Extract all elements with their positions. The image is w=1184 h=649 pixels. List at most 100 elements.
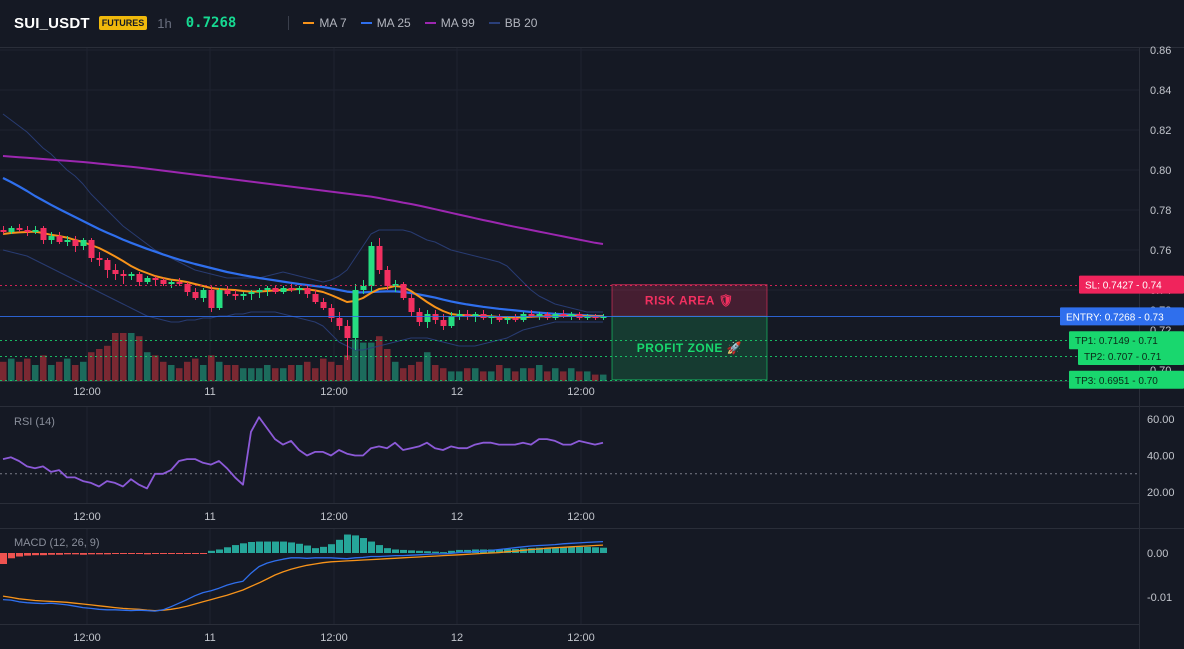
volume-bar (408, 365, 415, 381)
macd-hist-bar (576, 546, 583, 553)
macd-hist-bar (408, 550, 415, 553)
symbol-name[interactable]: SUI_USDT (14, 14, 90, 32)
volume-bar (136, 336, 143, 381)
macd-hist-bar (560, 547, 567, 553)
volume-bar (256, 368, 263, 381)
macd-hist-bar (8, 553, 15, 559)
legend-bb20[interactable]: BB 20 (488, 16, 537, 30)
time-tick-label: 12:00 (320, 511, 348, 523)
time-tick-label: 12:00 (73, 632, 101, 644)
volume-bar (328, 361, 335, 381)
rsi-pane[interactable]: 60.00 40.00 20.00 (0, 414, 1175, 499)
macd-hist-bar (552, 547, 559, 553)
bb20-swatch-icon (488, 22, 500, 24)
volume-bar (168, 365, 175, 381)
time-tick-label: 12:00 (320, 632, 348, 644)
volume-bar (312, 368, 319, 381)
candle-body (312, 294, 319, 302)
macd-hist-bar (456, 549, 463, 553)
macd-hist-bar (88, 553, 95, 555)
macd-hist-bar (136, 553, 143, 554)
time-tick-label: 11 (204, 632, 215, 644)
macd-hist-bar (360, 538, 367, 553)
volume-bar (400, 368, 407, 381)
ma7-line (2, 230, 603, 319)
candle-body (224, 290, 231, 294)
chart-header: SUI_USDT FUTURES 1h 0.7268 MA 7 MA 25 MA… (0, 0, 1184, 46)
macd-hist-bar (304, 545, 311, 553)
legend-ma99-label: MA 99 (440, 16, 475, 30)
candle-body (328, 308, 335, 318)
macd-title[interactable]: MACD (12, 26, 9) (14, 537, 100, 549)
macd-hist-bar (248, 542, 255, 553)
macd-pane[interactable]: 0.00 -0.01 (0, 534, 1172, 612)
trade-zones: RISK AREA 🛡 PROFIT ZONE 🚀 (611, 284, 768, 381)
volume-bar (80, 361, 87, 381)
volume-bar (536, 365, 543, 381)
trade-levels (0, 285, 1139, 381)
volume-bar (304, 361, 311, 381)
price-tick-label: 0.78 (1150, 205, 1171, 217)
futures-badge: FUTURES (98, 16, 148, 30)
profit-zone-label: PROFIT ZONE 🚀 (637, 341, 742, 355)
time-tick-label: 12:00 (73, 386, 101, 398)
candle-body (288, 288, 295, 290)
macd-hist-bar (152, 553, 159, 554)
volume-bar (336, 365, 343, 381)
candle-body (80, 240, 87, 246)
candle-body (376, 246, 383, 270)
volume-bar (288, 365, 295, 381)
macd-tick-label: -0.01 (1147, 592, 1172, 604)
tp1-label-bg (1069, 331, 1184, 350)
macd-hist-bar (584, 546, 591, 553)
macd-hist-bar (312, 548, 319, 553)
macd-hist-bar (200, 553, 207, 554)
legend-ma7[interactable]: MA 7 (303, 16, 347, 30)
macd-hist-bar (208, 550, 215, 553)
macd-hist-bar (184, 553, 191, 554)
volume-bar (520, 368, 527, 381)
candle-body (464, 314, 471, 316)
volume-bar (296, 365, 303, 381)
last-price: 0.7268 (185, 15, 237, 31)
candle-body (112, 270, 119, 274)
candle-body (496, 316, 503, 320)
candle-body (400, 284, 407, 298)
macd-hist-bar (368, 541, 375, 553)
legend-ma25[interactable]: MA 25 (360, 16, 411, 30)
time-axis[interactable]: 12:00 11 12:00 12 12:00 12:00 11 12:00 12 12:00 12… (73, 386, 595, 644)
macd-hist-bar (600, 547, 607, 553)
volume-bar (576, 371, 583, 381)
candle-body (24, 230, 31, 232)
volume-bar (184, 361, 191, 381)
macd-hist-bar (448, 550, 455, 553)
volume-bar (72, 365, 79, 381)
candle-body (88, 240, 95, 258)
macd-hist-bar (352, 535, 359, 553)
candle-body (16, 228, 23, 230)
volume-bar (208, 355, 215, 381)
ma99-swatch-icon (424, 22, 436, 24)
timeframe-label[interactable]: 1h (157, 15, 172, 31)
volume-bar (160, 361, 167, 381)
price-axis[interactable]: 0.860.840.820.800.780.760.740.730.720.71… (1150, 45, 1171, 377)
macd-hist-bar (120, 553, 127, 554)
candlesticks[interactable] (0, 224, 607, 360)
legend-ma99[interactable]: MA 99 (424, 16, 475, 30)
volume-bar (568, 368, 575, 381)
volume-bar (144, 352, 151, 381)
price-tick-label: 0.76 (1150, 245, 1171, 257)
macd-hist-bar (280, 541, 287, 553)
candle-body (72, 240, 79, 246)
macd-hist-bar (288, 542, 295, 553)
volume-bar (488, 371, 495, 381)
candle-body (528, 314, 535, 316)
candle-body (320, 302, 327, 308)
volume-bar (192, 358, 199, 381)
volume-bar (480, 371, 487, 381)
macd-hist-bar (528, 548, 535, 553)
macd-hist-bar (336, 539, 343, 553)
rsi-title[interactable]: RSI (14) (14, 416, 55, 428)
time-tick-label: 12 (451, 632, 463, 644)
